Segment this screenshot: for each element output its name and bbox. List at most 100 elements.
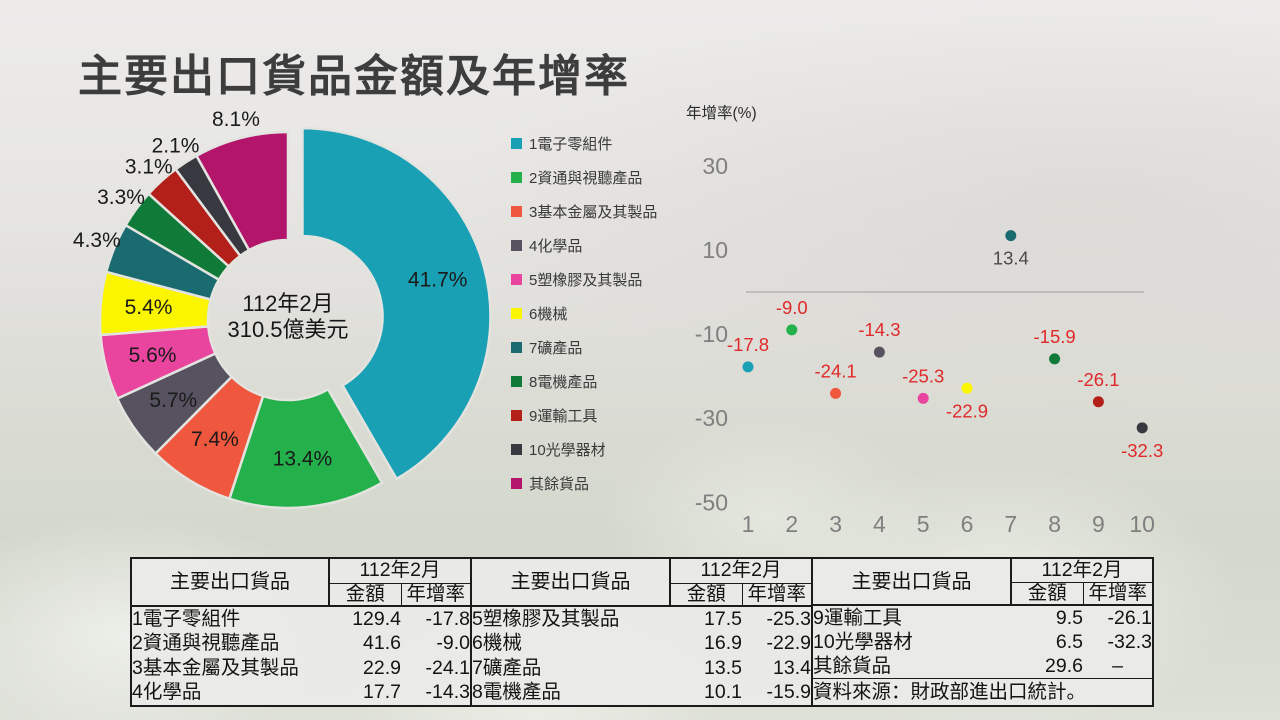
table-row: 其餘貨品 29.6 –	[813, 654, 1153, 679]
table-cell-amount: 41.6	[363, 632, 401, 655]
legend-label: 3基本金屬及其製品	[529, 204, 658, 221]
scatter-xtick: 5	[917, 511, 930, 537]
export-table-1: 主要出口貨品 112年2月 金額 年增率 1電子零組件 129.4 -17.8 2資通與視聽產…	[130, 557, 472, 708]
scatter-point-4	[873, 346, 885, 358]
scatter-xtick: 7	[1004, 511, 1017, 537]
scatter-point-label: -25.3	[902, 365, 944, 386]
scatter-ytick: -50	[695, 489, 728, 515]
table-cell-name: 9運輸工具	[813, 606, 902, 629]
table-header-amount: 金額	[670, 583, 743, 608]
scatter-point-10	[1136, 422, 1148, 434]
legend-item-5: 5塑橡膠及其製品	[511, 269, 657, 290]
donut-slice-label: 3.3%	[97, 186, 145, 209]
scatter-xtick: 3	[829, 511, 842, 537]
scatter-ytick: -30	[695, 405, 728, 431]
table-cell-amount: 16.9	[704, 632, 742, 655]
scatter-point-7	[1005, 230, 1017, 242]
legend-swatch	[511, 274, 522, 285]
table-cell-amount: 17.5	[704, 607, 742, 630]
export-table-3: 主要出口貨品 112年2月 金額 年增率 9運輸工具 9.5 -26.1 10光學器材 6.5 -…	[813, 557, 1154, 708]
table-cell-amount: 6.5	[1055, 630, 1083, 653]
table-cell-yoy: -15.9	[766, 681, 811, 704]
scatter-ytick: -10	[695, 321, 728, 347]
legend-label: 2資通與視聽產品	[529, 170, 643, 187]
legend-swatch	[511, 206, 522, 217]
scatter-point-label: -15.9	[1034, 326, 1076, 347]
legend-swatch	[511, 138, 522, 149]
scatter-point-6	[961, 382, 973, 394]
scatter-point-label: -26.1	[1077, 369, 1119, 390]
table-cell-name: 2資通與視聽產品	[132, 632, 280, 655]
donut-slice-label: 5.7%	[149, 389, 197, 412]
legend: 1電子零組件 2資通與視聽產品 3基本金屬及其製品 4化學品 5塑橡膠及其製品 6機械 7礦…	[511, 133, 657, 494]
scatter-point-1	[742, 361, 754, 373]
table-cell-yoy: -26.1	[1107, 606, 1152, 629]
table-cell-yoy: -9.0	[436, 632, 470, 655]
data-tables: 主要出口貨品 112年2月 金額 年增率 1電子零組件 129.4 -17.8 2資通與視聽產…	[130, 557, 1154, 708]
scatter-xtick: 6	[961, 511, 974, 537]
scatter-xtick: 8	[1048, 511, 1061, 537]
table-cell-amount: 13.5	[704, 656, 742, 679]
scatter-point-2	[786, 324, 798, 336]
table-cell-name: 6機械	[472, 632, 522, 655]
table-header-amount: 金額	[1011, 582, 1084, 607]
scatter-point-5	[917, 392, 929, 404]
table-cell-name: 5塑橡膠及其製品	[472, 607, 620, 630]
scatter-point-label: 13.4	[993, 248, 1029, 269]
legend-swatch	[511, 240, 522, 251]
donut-slice-label: 13.4%	[273, 448, 333, 471]
scatter-axis-title: 年增率(%)	[686, 104, 757, 122]
table-row: 7礦產品 13.5 13.4	[472, 656, 812, 680]
table-cell-yoy: -25.3	[766, 607, 811, 630]
table-header-yoy: 年增率	[1083, 582, 1153, 607]
table-cell-yoy: -24.1	[425, 656, 470, 679]
table-header-yoy: 年增率	[742, 583, 812, 608]
scatter-xtick: 4	[873, 511, 886, 537]
legend-item-9: 9運輸工具	[511, 405, 657, 426]
table-row: 6機械 16.9 -22.9	[472, 632, 812, 656]
legend-item-6: 6機械	[511, 303, 657, 324]
legend-item-7: 7礦產品	[511, 337, 657, 358]
table-cell-name: 7礦產品	[472, 656, 542, 679]
scatter-point-label: -24.1	[815, 360, 857, 381]
scatter-chart: 年增率(%) 30 10 -10 -30 -50 1 2 3 4 5 6 7 8 9 10 -17.8 -9.0 -…	[686, 104, 1163, 537]
table-header-yoy: 年增率	[401, 583, 471, 608]
table-row: 5塑橡膠及其製品 17.5 -25.3	[472, 606, 812, 632]
table-cell-amount: 29.6	[1045, 654, 1083, 677]
legend-swatch	[511, 444, 522, 455]
table-header-amount: 金額	[329, 583, 402, 608]
table-cell-name: 4化學品	[132, 681, 202, 704]
table-header-name: 主要出口貨品	[472, 558, 671, 608]
legend-label: 5塑橡膠及其製品	[529, 272, 643, 289]
donut-slice-label: 3.1%	[125, 155, 173, 178]
scatter-point-label: -22.9	[946, 400, 988, 421]
donut-slice-1	[301, 126, 492, 481]
legend-label: 4化學品	[529, 238, 583, 255]
donut-slice-label: 5.4%	[125, 296, 173, 319]
scatter-point-label: -17.8	[727, 334, 769, 355]
table-header-period: 112年2月	[329, 558, 471, 584]
table-header-period: 112年2月	[670, 558, 812, 584]
legend-label: 8電機產品	[529, 374, 598, 391]
donut-center-label: 112年2月 310.5億美元	[178, 291, 398, 343]
table-cell-yoy: –	[1112, 654, 1123, 677]
scatter-ytick: 10	[702, 237, 728, 263]
table-header-period: 112年2月	[1011, 558, 1153, 583]
scatter-ytick: 30	[702, 153, 728, 179]
table-cell-amount: 129.4	[352, 607, 401, 630]
page-title: 主要出口貨品金額及年增率	[78, 52, 630, 101]
table-header-name: 主要出口貨品	[813, 558, 1012, 607]
table-row: 10光學器材 6.5 -32.3	[813, 630, 1153, 654]
donut-slice-label: 7.4%	[191, 428, 239, 451]
table-cell-amount: 9.5	[1055, 606, 1083, 629]
table-cell-name: 10光學器材	[813, 630, 913, 653]
legend-item-11: 其餘貨品	[511, 473, 657, 494]
legend-item-3: 3基本金屬及其製品	[511, 201, 657, 222]
scatter-point-label: -14.3	[858, 319, 900, 340]
scatter-point-3	[830, 387, 842, 399]
table-row: 8電機產品 10.1 -15.9	[472, 681, 812, 707]
legend-item-8: 8電機產品	[511, 371, 657, 392]
table-cell-name: 其餘貨品	[813, 654, 892, 677]
donut-slice-label: 5.6%	[129, 344, 177, 367]
